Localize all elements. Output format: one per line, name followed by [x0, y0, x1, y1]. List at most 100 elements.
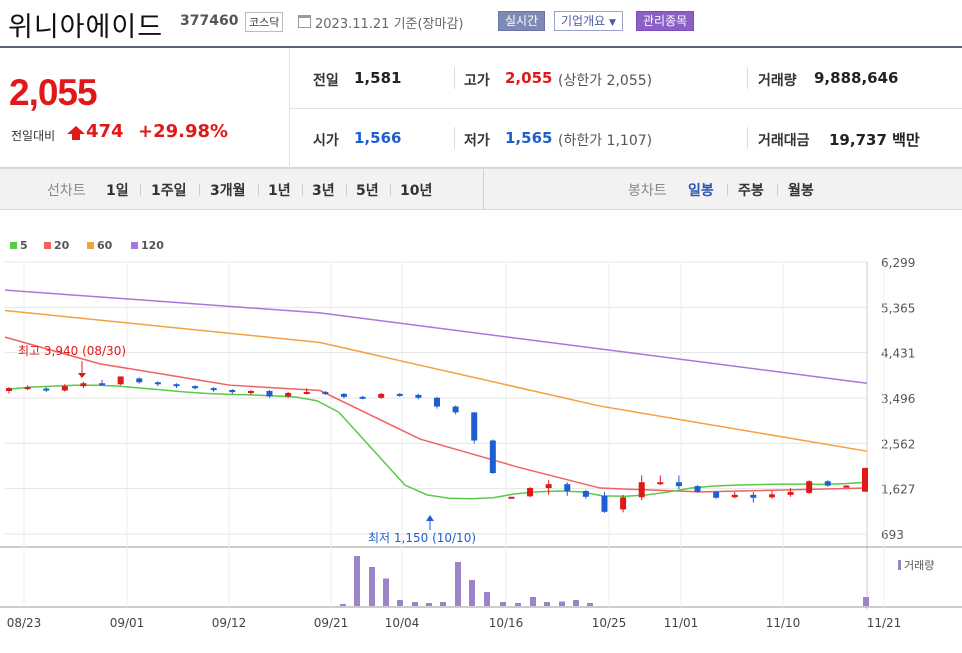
volume-value: 9,888,646	[814, 69, 899, 87]
volume-bar	[469, 580, 475, 606]
candle-body	[359, 396, 366, 399]
chevron-down-icon: ▼	[609, 18, 616, 28]
price-chart[interactable]: 5 20 60 120 6,299 5,365 4,431 3,496 2,562 1,6…	[0, 210, 962, 653]
period-1w[interactable]: 1주일	[151, 183, 187, 199]
volume-bar	[515, 603, 521, 606]
current-price: 2,055	[9, 72, 98, 113]
candle-body	[452, 406, 459, 413]
managed-stock-badge[interactable]: 관리종목	[636, 11, 695, 31]
ma60-line	[4, 309, 868, 452]
candle-body	[694, 486, 701, 492]
high-label: 고가	[464, 73, 490, 89]
calendar-icon	[298, 15, 311, 28]
x-tick-label: 09/01	[110, 616, 145, 630]
company-info-label: 기업개요	[561, 14, 606, 28]
divider	[454, 127, 455, 149]
candle-body	[806, 481, 813, 493]
period-1y[interactable]: 1년	[268, 183, 291, 199]
toolbar-divider	[483, 169, 484, 210]
high-value: 2,055	[505, 69, 553, 87]
candle-daily[interactable]: 일봉	[688, 183, 714, 199]
candle-body	[545, 484, 552, 489]
candle-body	[489, 440, 496, 474]
volume-bar	[573, 600, 579, 606]
period-10y[interactable]: 10년	[400, 183, 433, 199]
volume-bar	[484, 592, 490, 606]
period-5y[interactable]: 5년	[356, 183, 379, 199]
candle-body	[713, 491, 720, 498]
divider	[454, 67, 455, 89]
period-3m[interactable]: 3개월	[210, 183, 246, 199]
ma5-line	[8, 384, 868, 500]
candle-body	[768, 494, 775, 498]
divider	[747, 127, 748, 149]
volume-bar	[426, 603, 432, 606]
volume-bar	[354, 556, 360, 606]
stock-header: 위니아에이드 377460 코스닥 2023.11.21 기준(장마감) 실시간…	[0, 0, 962, 46]
candle-body	[136, 378, 143, 383]
candle-body	[192, 386, 199, 389]
y-tick-label: 6,299	[881, 256, 915, 270]
x-tick-label: 10/16	[489, 616, 524, 630]
upper-limit: (상한가 2,055)	[558, 73, 653, 89]
volume-legend-swatch	[898, 560, 901, 570]
open-value: 1,566	[354, 129, 402, 147]
candle-body	[99, 383, 106, 386]
volume-bar	[383, 578, 389, 606]
company-info-dropdown[interactable]: 기업개요 ▼	[554, 11, 623, 31]
change-percent: +29.98%	[138, 121, 229, 142]
candle-body	[396, 393, 403, 396]
candle-body	[322, 391, 329, 394]
candle-body	[620, 497, 627, 510]
realtime-button[interactable]: 실시간	[498, 11, 546, 31]
stock-name: 위니아에이드	[8, 12, 164, 43]
candle-body	[24, 387, 31, 390]
y-tick-label: 3,496	[881, 392, 915, 406]
divider	[199, 184, 200, 196]
quote-panel: 2,055 전일대비 474 +29.98% 전일 1,581 고가 2,055…	[0, 46, 962, 168]
x-tick-label: 11/01	[664, 616, 699, 630]
low-label: 저가	[464, 133, 490, 149]
chart-canvas: 6,299 5,365 4,431 3,496 2,562 1,627 693 08/23 09…	[0, 256, 962, 630]
candle-body	[303, 391, 310, 394]
change-label: 전일대비	[11, 129, 56, 143]
x-tick-label: 08/23	[7, 616, 42, 630]
candle-chart-label: 봉차트	[628, 183, 667, 199]
volume-bar	[559, 601, 565, 606]
candle-body	[434, 397, 440, 407]
legend-ma120: 120	[131, 239, 164, 252]
divider	[140, 184, 141, 196]
volume-bar	[530, 597, 536, 606]
y-tick-label: 4,431	[881, 347, 915, 361]
x-tick-label: 11/21	[867, 616, 902, 630]
candle-body	[229, 390, 236, 393]
candle-body	[340, 393, 347, 397]
low-arrow-icon	[426, 515, 434, 521]
candle-body	[117, 376, 124, 385]
period-3y[interactable]: 3년	[312, 183, 335, 199]
up-arrow-icon	[67, 126, 85, 140]
candle-body	[471, 412, 478, 441]
x-tick-label: 11/10	[766, 616, 801, 630]
candle-body	[824, 481, 831, 486]
market-badge: 코스닥	[245, 12, 284, 32]
change-value: 474	[86, 121, 124, 142]
candle-body	[80, 383, 87, 387]
amount-value: 19,737 백만	[829, 131, 920, 149]
candle-body	[862, 467, 868, 492]
open-label: 시가	[313, 133, 339, 149]
prev-close-label: 전일	[313, 73, 339, 89]
high-arrow-icon	[78, 373, 86, 378]
y-tick-label: 2,562	[881, 437, 915, 451]
candle-body	[638, 482, 645, 498]
period-1d[interactable]: 1일	[106, 183, 129, 199]
candle-body	[731, 494, 738, 498]
low-annotation: 최저 1,150 (10/10)	[368, 531, 476, 545]
legend-ma60: 60	[87, 239, 112, 252]
candle-weekly[interactable]: 주봉	[738, 183, 764, 199]
candle-monthly[interactable]: 월봉	[788, 183, 814, 199]
quote-row-divider	[290, 108, 962, 109]
candle-body	[61, 386, 68, 391]
divider	[346, 184, 347, 196]
volume-label: 거래량	[758, 73, 797, 89]
